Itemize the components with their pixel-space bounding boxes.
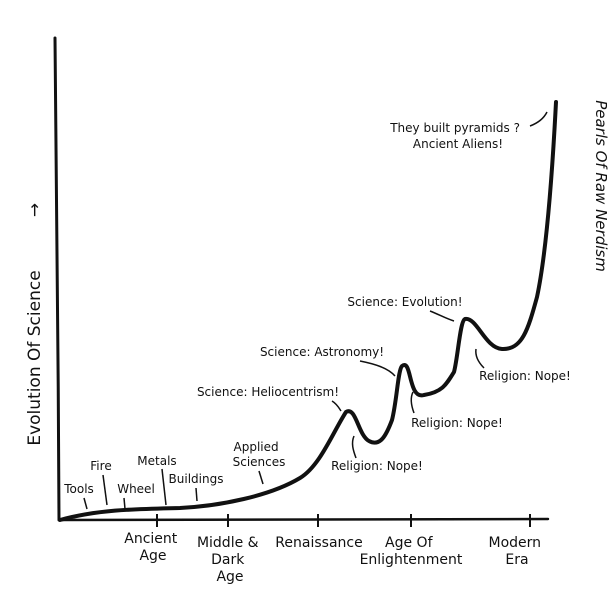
annotation-line: Tools bbox=[63, 482, 94, 496]
x-tick-label-line: Age Of bbox=[385, 535, 434, 551]
annotation-wheel: Wheel bbox=[117, 482, 155, 496]
pointer-metals bbox=[161, 468, 167, 506]
annotation-fire: Fire bbox=[90, 459, 111, 473]
annotation-line: Sciences bbox=[233, 455, 286, 469]
pointer-religion-nope-3 bbox=[475, 348, 485, 369]
annotations: Tools Fire Wheel Metals Buildings Applie… bbox=[63, 111, 571, 510]
annotation-ancient-aliens: They built pyramids ? Ancient Aliens! bbox=[389, 121, 524, 151]
x-tick-label-line: Dark bbox=[211, 552, 245, 568]
x-tick-label-line: Middle & bbox=[197, 535, 259, 551]
annotation-astronomy: Science: Astronomy! bbox=[260, 345, 384, 359]
pointer-religion-nope-2 bbox=[410, 391, 415, 414]
pointer-ancient-aliens bbox=[529, 111, 548, 127]
annotation-line: Science: Evolution! bbox=[347, 295, 462, 309]
x-tick-label-line: Era bbox=[505, 552, 528, 568]
science-curve bbox=[58, 100, 558, 522]
annotation-evolution: Science: Evolution! bbox=[347, 295, 462, 309]
annotation-line: Science: Heliocentrism! bbox=[197, 385, 339, 399]
annotation-line: Buildings bbox=[169, 472, 224, 486]
x-tick-label-middle: Middle & Dark Age bbox=[197, 535, 263, 585]
x-tick-label-line: Ancient bbox=[124, 531, 178, 547]
annotation-religion-nope-2: Religion: Nope! bbox=[411, 416, 503, 430]
annotation-line: Fire bbox=[90, 459, 111, 473]
pointer-applied-sciences bbox=[258, 470, 264, 485]
annotation-line: Religion: Nope! bbox=[411, 416, 503, 430]
annotation-line: Science: Astronomy! bbox=[260, 345, 384, 359]
annotation-line: Metals bbox=[137, 454, 176, 468]
x-tick-label-line: Enlightenment bbox=[360, 552, 463, 568]
pointer-heliocentrism bbox=[331, 400, 342, 412]
y-axis-arrow: → bbox=[25, 203, 45, 217]
annotation-line: Wheel bbox=[117, 482, 155, 496]
pointer-evolution bbox=[429, 310, 455, 322]
credit-text: Pearls Of Raw Nerdism bbox=[592, 100, 610, 272]
x-tick-label-renaissance: Renaissance bbox=[275, 535, 362, 551]
x-tick-label-ancient: Ancient Age bbox=[124, 531, 181, 564]
annotation-line: Religion: Nope! bbox=[331, 459, 423, 473]
pointer-fire bbox=[102, 474, 108, 506]
x-tick-label-enlightenment: Age Of Enlightenment bbox=[360, 535, 463, 568]
pointer-astronomy bbox=[359, 360, 396, 377]
pointer-wheel bbox=[123, 497, 126, 510]
pointer-religion-nope-1 bbox=[351, 435, 357, 459]
annotation-line: Religion: Nope! bbox=[479, 369, 571, 383]
annotation-line: Ancient Aliens! bbox=[413, 137, 503, 151]
y-axis-title: Evolution Of Science bbox=[25, 270, 45, 445]
annotation-heliocentrism: Science: Heliocentrism! bbox=[197, 385, 339, 399]
x-tick-label-line: Age bbox=[216, 569, 243, 585]
annotation-applied-sciences: Applied Sciences bbox=[233, 440, 286, 469]
pointer-buildings bbox=[195, 487, 198, 502]
x-tick-label-line: Modern bbox=[489, 535, 542, 551]
x-tick-label-line: Age bbox=[139, 548, 166, 564]
pointer-tools bbox=[83, 497, 88, 510]
annotation-line: Applied bbox=[234, 440, 279, 454]
x-axis bbox=[57, 517, 550, 522]
x-tick-label-line: Renaissance bbox=[275, 535, 362, 551]
y-axis bbox=[53, 36, 61, 522]
annotation-line: They built pyramids ? bbox=[389, 121, 520, 135]
annotation-tools: Tools bbox=[63, 482, 94, 496]
annotation-religion-nope-3: Religion: Nope! bbox=[479, 369, 571, 383]
annotation-religion-nope-1: Religion: Nope! bbox=[331, 459, 423, 473]
x-tick-marks bbox=[156, 514, 531, 527]
annotation-buildings: Buildings bbox=[169, 472, 224, 486]
x-tick-label-modern: Modern Era bbox=[489, 535, 546, 568]
annotation-metals: Metals bbox=[137, 454, 176, 468]
